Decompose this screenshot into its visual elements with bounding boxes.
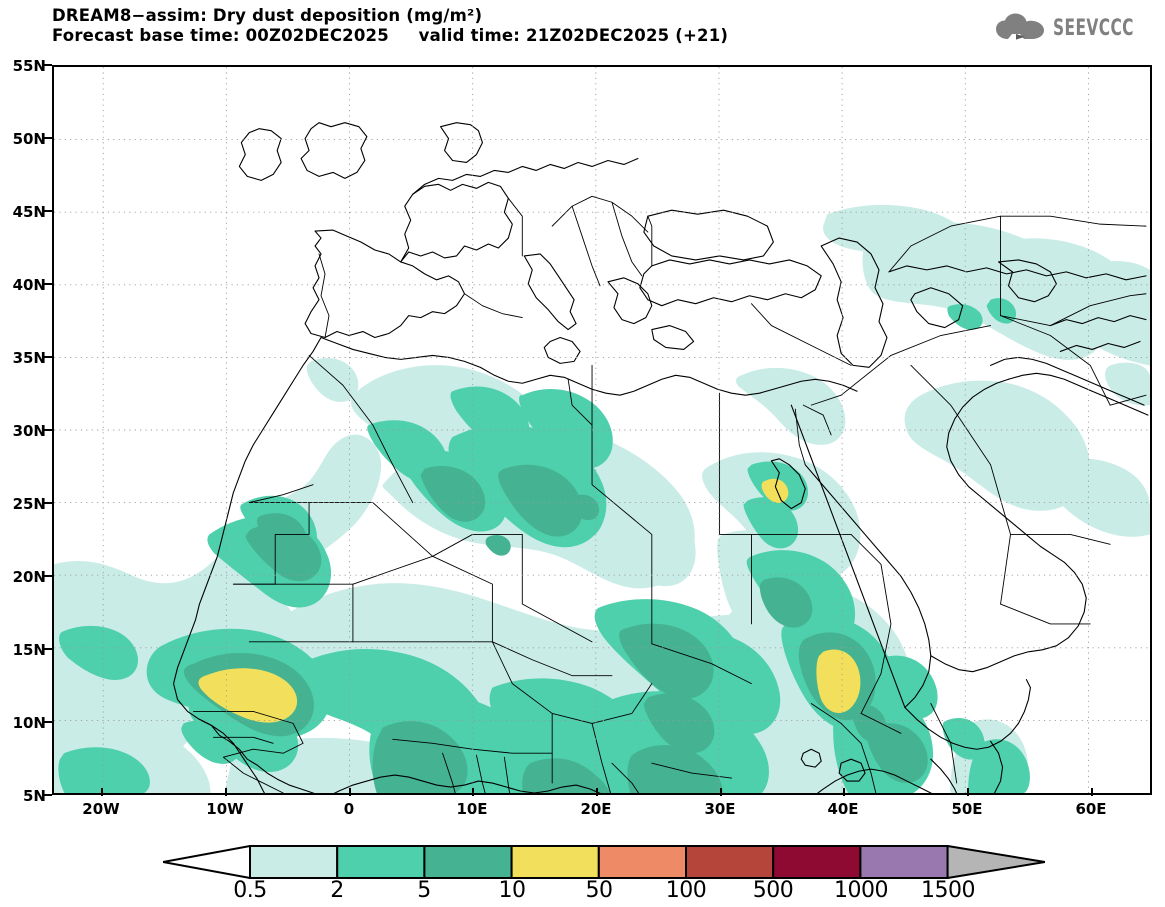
x-tick-mark xyxy=(472,788,474,796)
y-tick-mark xyxy=(44,429,52,431)
x-tick-label: 0 xyxy=(343,800,355,818)
y-tick-mark xyxy=(44,648,52,650)
x-tick-label: 60E xyxy=(1075,800,1107,818)
y-tick-mark xyxy=(44,502,52,504)
y-tick-label: 40N xyxy=(12,276,46,294)
y-tick-label: 45N xyxy=(12,203,46,221)
dust-deposition-map xyxy=(54,67,1150,793)
logo-text: SEEVCCC xyxy=(1053,15,1135,41)
y-tick-label: 15N xyxy=(12,641,46,659)
x-tick-mark xyxy=(596,788,598,796)
y-tick-label: 55N xyxy=(12,57,46,75)
map-canvas xyxy=(54,67,1150,793)
colorbar-tick-label: 100 xyxy=(665,878,707,903)
y-tick-label: 10N xyxy=(12,714,46,732)
x-tick-mark xyxy=(225,788,227,796)
x-tick-mark xyxy=(101,788,103,796)
y-tick-label: 25N xyxy=(12,495,46,513)
y-tick-label: 5N xyxy=(23,787,46,805)
x-tick-label: 40E xyxy=(827,800,859,818)
x-tick-label: 10E xyxy=(456,800,488,818)
colorbar-tick-label: 5 xyxy=(417,878,431,903)
map-plot-area xyxy=(52,65,1152,795)
colorbar-tick-label: 500 xyxy=(752,878,794,903)
chart-header: DREAM8−assim: Dry dust deposition (mg/m²… xyxy=(52,6,1012,46)
x-tick-mark xyxy=(1091,788,1093,796)
colorbar-tick-label: 50 xyxy=(585,878,614,903)
x-tick-mark xyxy=(843,788,845,796)
y-tick-label: 35N xyxy=(12,349,46,367)
colorbar-tick-label: 1500 xyxy=(921,878,976,903)
y-tick-mark xyxy=(44,356,52,358)
colorbar-swatches xyxy=(163,845,1045,879)
x-tick-mark xyxy=(720,788,722,796)
y-tick-mark xyxy=(44,283,52,285)
x-tick-label: 10W xyxy=(206,800,244,818)
colorbar-swatch-6 xyxy=(772,845,862,879)
y-tick-label: 20N xyxy=(12,568,46,586)
colorbar-swatch-0 xyxy=(249,845,339,879)
y-tick-mark xyxy=(44,721,52,723)
contour-band-10-50 xyxy=(198,478,861,723)
x-tick-label: 30E xyxy=(704,800,736,818)
colorbar-tick-label: 0.5 xyxy=(233,878,267,903)
x-tick-mark xyxy=(967,788,969,796)
colorbar-swatch-7 xyxy=(859,845,949,879)
colorbar-over-arrow xyxy=(946,845,1045,879)
colorbar-swatch-2 xyxy=(423,845,513,879)
colorbar-swatch-5 xyxy=(685,845,775,879)
x-tick-label: 50E xyxy=(951,800,983,818)
cloud-icon xyxy=(996,13,1045,40)
map-coastlines xyxy=(173,122,1149,793)
title-line-1: DREAM8−assim: Dry dust deposition (mg/m²… xyxy=(52,6,483,25)
x-tick-mark xyxy=(349,788,351,796)
colorbar-under-arrow xyxy=(163,845,251,879)
x-tick-label: 20W xyxy=(82,800,120,818)
title-line-2: Forecast base time: 00Z02DEC2025 valid t… xyxy=(52,26,729,45)
colorbar-swatch-1 xyxy=(336,845,426,879)
y-tick-mark xyxy=(44,575,52,577)
colorbar xyxy=(163,845,1045,879)
colorbar-tick-label: 10 xyxy=(498,878,527,903)
colorbar-tick-label: 1000 xyxy=(834,878,889,903)
y-tick-mark xyxy=(44,794,52,796)
y-tick-mark xyxy=(44,64,52,66)
seevccc-logo: SEEVCCC xyxy=(994,12,1157,44)
y-tick-mark xyxy=(44,210,52,212)
y-tick-label: 30N xyxy=(12,422,46,440)
y-tick-mark xyxy=(44,137,52,139)
colorbar-swatch-3 xyxy=(510,845,600,879)
y-tick-label: 50N xyxy=(12,130,46,148)
colorbar-tick-label: 2 xyxy=(330,878,344,903)
colorbar-swatch-4 xyxy=(597,845,687,879)
x-tick-label: 20E xyxy=(580,800,612,818)
